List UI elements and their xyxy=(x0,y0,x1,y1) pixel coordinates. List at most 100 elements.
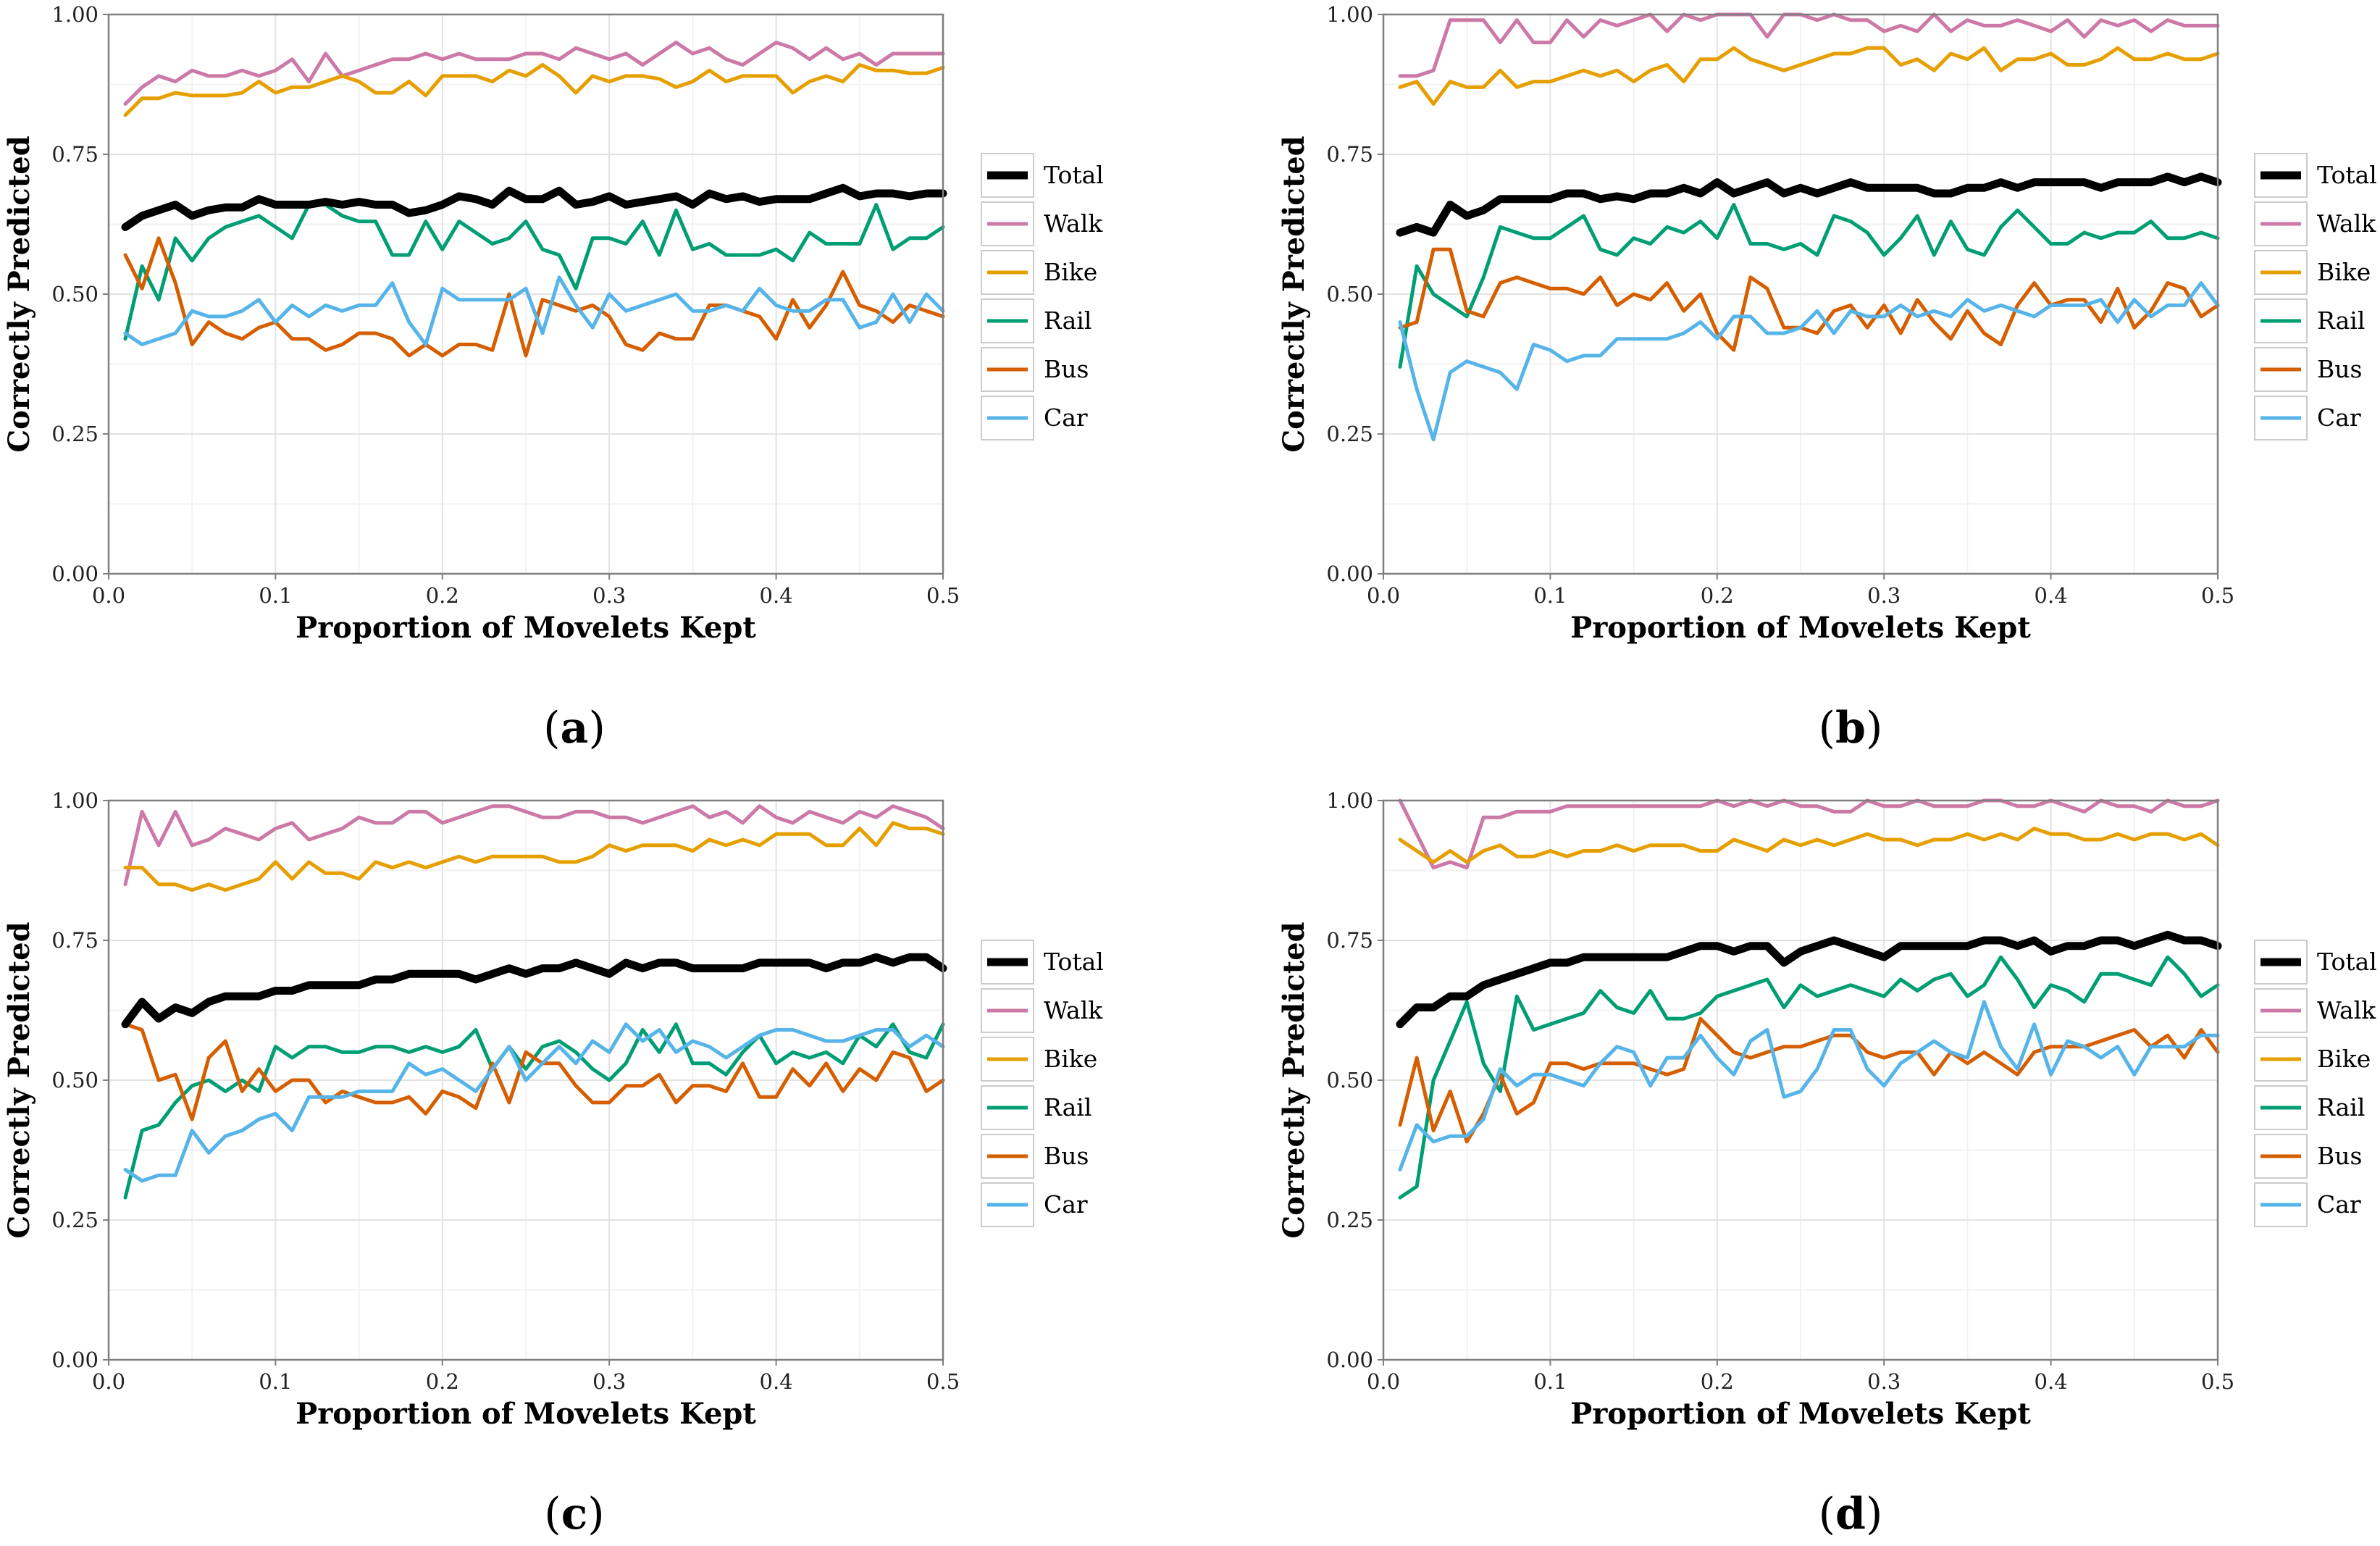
panel-label: (c) xyxy=(544,1489,604,1539)
legend-label-total: Total xyxy=(1044,948,1104,976)
x-tick-label: 0.2 xyxy=(1701,1369,1734,1394)
series-line-bus xyxy=(123,1022,945,1121)
x-tick-label: 0.5 xyxy=(926,583,960,608)
y-tick-label: 0.75 xyxy=(1326,928,1373,953)
x-tick-label: 0.4 xyxy=(2035,1369,2068,1394)
x-tick-label: 0.3 xyxy=(1867,583,1901,608)
y-axis-label: Correctly Predicted xyxy=(2,135,36,452)
y-tick-label: 1.00 xyxy=(1326,2,1373,27)
legend: Total Walk Bike Rail Bus Car xyxy=(2254,940,2377,1227)
y-tick-label: 0.25 xyxy=(51,422,99,446)
legend-label-walk: Walk xyxy=(2317,209,2376,238)
x-tick-label: 0.3 xyxy=(592,583,626,608)
series-line-car xyxy=(123,275,945,346)
series-line-walk xyxy=(1398,798,2220,870)
x-tick-label: 0.1 xyxy=(259,583,292,608)
y-axis-label: Correctly Predicted xyxy=(1277,922,1311,1238)
legend-label-rail: Rail xyxy=(1044,1093,1091,1121)
series-line-rail xyxy=(123,203,945,341)
series-line-bus xyxy=(1398,247,2220,352)
y-tick-label: 0.00 xyxy=(51,1347,99,1372)
x-tick-label: 0.4 xyxy=(2035,583,2068,608)
y-tick-label: 1.00 xyxy=(51,2,99,27)
legend-label-car: Car xyxy=(1044,1190,1088,1219)
x-axis-label: Proportion of Movelets Kept xyxy=(296,1397,756,1431)
series-line-total xyxy=(1396,930,2222,1029)
y-tick-label: 0.00 xyxy=(1326,561,1373,586)
legend-label-bike: Bike xyxy=(1044,258,1097,286)
x-tick-label: 0.4 xyxy=(760,1369,793,1394)
x-tick-label: 0.4 xyxy=(760,583,793,608)
x-tick-label: 0.0 xyxy=(92,1369,125,1394)
x-tick-label: 0.3 xyxy=(592,1369,626,1394)
legend-label-walk: Walk xyxy=(1044,996,1103,1024)
y-tick-label: 0.75 xyxy=(1326,142,1373,167)
y-axis-label: Correctly Predicted xyxy=(1277,135,1311,452)
legend-label-walk: Walk xyxy=(1044,209,1103,238)
legend-label-total: Total xyxy=(2317,161,2377,189)
panel-label: (d) xyxy=(1819,1489,1883,1539)
legend-label-rail: Rail xyxy=(2317,306,2365,335)
y-tick-label: 0.75 xyxy=(51,928,99,953)
x-tick-label: 0.2 xyxy=(426,583,459,608)
series-line-walk xyxy=(1398,12,2220,78)
series-line-total xyxy=(1396,172,2222,237)
legend: Total Walk Bike Rail Bus Car xyxy=(981,153,1104,440)
legend-label-bus: Bus xyxy=(2317,355,2362,383)
y-tick-label: 0.25 xyxy=(1326,1208,1373,1232)
x-tick-label: 0.5 xyxy=(2201,583,2234,608)
y-tick-label: 0.50 xyxy=(51,282,99,306)
legend: Total Walk Bike Rail Bus Car xyxy=(2254,153,2377,440)
legend-label-bus: Bus xyxy=(2317,1142,2362,1170)
series-line-car xyxy=(1398,281,2220,442)
series-line-rail xyxy=(1398,203,2220,369)
x-tick-label: 0.1 xyxy=(1533,583,1567,608)
series-line-car xyxy=(1398,1000,2220,1171)
x-tick-label: 0.0 xyxy=(1367,583,1400,608)
y-tick-label: 0.75 xyxy=(51,142,99,167)
legend-label-bike: Bike xyxy=(2317,258,2371,286)
x-axis-label: Proportion of Movelets Kept xyxy=(1570,1397,2031,1431)
y-tick-label: 1.00 xyxy=(51,788,99,813)
x-tick-label: 0.1 xyxy=(1533,1369,1567,1394)
x-tick-label: 0.2 xyxy=(1701,583,1734,608)
legend-label-total: Total xyxy=(1044,161,1104,189)
legend-label-bus: Bus xyxy=(1044,355,1089,383)
x-tick-label: 0.0 xyxy=(1367,1369,1400,1394)
y-tick-label: 0.00 xyxy=(1326,1347,1373,1372)
legend-label-bike: Bike xyxy=(1044,1045,1097,1073)
series-line-rail xyxy=(1398,955,2220,1200)
x-tick-label: 0.5 xyxy=(2201,1369,2234,1394)
series-line-bike xyxy=(123,63,945,117)
chart-panel-c: 0.0 0.1 0.2 0.3 0.4 0.5 0.00 0.25 0.50 0.75 1.00 Pr… xyxy=(2,788,1104,1539)
x-tick-label: 0.2 xyxy=(426,1369,459,1394)
legend-label-walk: Walk xyxy=(2317,996,2376,1024)
legend-label-rail: Rail xyxy=(2317,1093,2365,1121)
chart-panel-b: 0.0 0.1 0.2 0.3 0.4 0.5 0.00 0.25 0.50 0.75 1.00 Pr… xyxy=(1277,2,2377,753)
panel-label: (a) xyxy=(543,703,606,753)
series-line-bike xyxy=(1398,827,2220,864)
x-tick-label: 0.5 xyxy=(926,1369,960,1394)
series-line-bus xyxy=(123,236,945,358)
legend-label-total: Total xyxy=(2317,948,2377,976)
legend: Total Walk Bike Rail Bus Car xyxy=(981,940,1104,1227)
y-tick-label: 0.00 xyxy=(51,561,99,586)
series-line-walk xyxy=(123,41,945,106)
legend-label-rail: Rail xyxy=(1044,306,1091,335)
x-tick-label: 0.1 xyxy=(259,1369,292,1394)
y-axis-label: Correctly Predicted xyxy=(2,922,36,1238)
series-line-car xyxy=(123,1022,945,1183)
legend-label-car: Car xyxy=(2317,1190,2361,1219)
y-tick-label: 0.50 xyxy=(51,1068,99,1092)
series-line-walk xyxy=(123,804,945,887)
legend-label-car: Car xyxy=(2317,404,2361,432)
x-tick-label: 0.3 xyxy=(1867,1369,1901,1394)
legend-label-car: Car xyxy=(1044,404,1088,432)
series-line-total xyxy=(121,953,947,1029)
series-line-bike xyxy=(1398,46,2220,106)
x-axis-label: Proportion of Movelets Kept xyxy=(1570,611,2031,645)
series-line-total xyxy=(121,183,947,231)
panel-label: (b) xyxy=(1819,703,1883,753)
x-axis-label: Proportion of Movelets Kept xyxy=(296,611,756,645)
